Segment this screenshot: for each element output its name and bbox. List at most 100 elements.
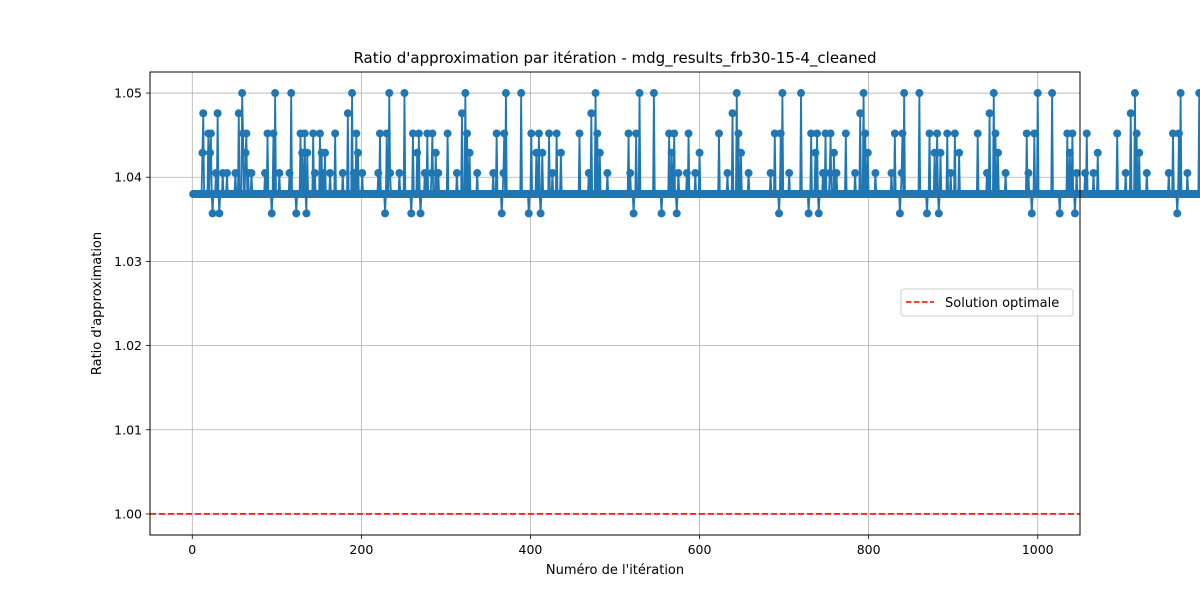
data-point-marker <box>374 169 383 178</box>
data-point-marker <box>629 209 638 218</box>
data-point-marker <box>352 129 361 138</box>
data-point-marker <box>463 129 472 138</box>
data-point-marker <box>591 89 600 98</box>
data-point-marker <box>667 148 676 157</box>
data-point-marker <box>1173 209 1182 218</box>
data-point-marker <box>973 129 982 138</box>
x-axis-label: Numéro de l'itération <box>546 563 684 578</box>
data-point-marker <box>930 148 939 157</box>
legend-label-solution-optimale: Solution optimale <box>945 296 1059 311</box>
data-point-marker <box>382 129 391 138</box>
data-point-marker <box>524 209 533 218</box>
data-point-marker <box>587 109 596 118</box>
data-point-marker <box>595 148 604 157</box>
data-point-marker <box>213 109 222 118</box>
data-point-marker <box>1027 209 1036 218</box>
y-tick-label: 1.01 <box>114 422 142 437</box>
data-point-marker <box>420 169 429 178</box>
data-point-marker <box>427 169 436 178</box>
data-point-marker <box>1195 89 1200 98</box>
data-point-marker <box>943 129 952 138</box>
data-point-marker <box>1121 169 1130 178</box>
data-point-marker <box>428 129 437 138</box>
data-point-marker <box>1176 89 1185 98</box>
data-point-marker <box>199 109 208 118</box>
data-point-marker <box>776 129 785 138</box>
plot-area-frame <box>149 71 1081 536</box>
data-point-marker <box>431 148 440 157</box>
data-point-marker <box>536 209 545 218</box>
data-point-marker <box>993 148 1002 157</box>
data-point-marker <box>238 89 247 98</box>
data-point-marker <box>556 148 565 157</box>
data-point-marker <box>797 89 805 98</box>
data-point-marker <box>818 169 827 178</box>
data-point-marker <box>925 129 934 138</box>
data-point-marker <box>825 169 834 178</box>
data-point-marker <box>575 129 584 138</box>
data-point-marker <box>695 148 704 157</box>
data-point-marker <box>303 148 312 157</box>
chart-title: Ratio d'approximation par itération - md… <box>353 49 876 68</box>
data-point-marker <box>900 89 909 98</box>
data-point-marker <box>269 129 278 138</box>
data-point-marker <box>670 129 679 138</box>
legend-box <box>900 288 1074 317</box>
data-point-marker <box>1048 89 1057 98</box>
data-point-marker <box>897 169 906 178</box>
data-point-marker <box>635 89 644 98</box>
data-point-marker <box>527 129 536 138</box>
data-point-marker <box>353 148 362 157</box>
data-point-marker <box>1068 129 1077 138</box>
data-point-marker <box>714 129 723 138</box>
data-point-marker <box>407 209 416 218</box>
data-point-marker <box>501 89 510 98</box>
data-point-marker <box>1030 129 1039 138</box>
data-point-marker <box>890 129 899 138</box>
data-point-marker <box>1135 148 1144 157</box>
data-point-marker <box>400 89 409 98</box>
data-point-marker <box>461 89 470 98</box>
data-point-marker <box>1089 169 1098 178</box>
data-point-marker <box>386 169 395 178</box>
data-point-marker <box>672 209 681 218</box>
data-point-marker <box>826 129 835 138</box>
data-point-marker <box>682 169 691 178</box>
data-point-marker <box>465 148 474 157</box>
data-point-marker <box>275 169 284 178</box>
x-tick-label: 800 <box>857 542 881 557</box>
data-point-marker <box>206 129 215 138</box>
data-point-marker <box>841 129 850 138</box>
data-point-marker <box>348 89 357 98</box>
data-point-marker <box>215 209 224 218</box>
data-point-marker <box>489 169 498 178</box>
y-axis-ticks: 1.00 1.01 1.02 1.03 1.04 1.05 <box>114 86 150 521</box>
data-point-marker <box>898 129 907 138</box>
data-point-marker <box>247 169 256 178</box>
data-point-marker <box>785 169 794 178</box>
y-axis-label: Ratio d'approximation <box>90 232 105 375</box>
data-point-marker <box>211 169 220 178</box>
data-point-marker <box>1055 209 1064 218</box>
data-point-marker <box>552 129 561 138</box>
y-tick-label: 1.04 <box>114 170 142 185</box>
data-point-marker <box>744 169 753 178</box>
data-point-marker <box>1174 129 1183 138</box>
data-point-marker <box>231 169 240 178</box>
data-point-marker <box>804 209 813 218</box>
data-point-marker <box>832 169 841 178</box>
data-point-marker <box>989 89 998 98</box>
data-point-marker <box>499 169 508 178</box>
x-tick-label: 0 <box>188 542 196 557</box>
data-point-marker <box>292 209 301 218</box>
data-point-marker <box>545 129 554 138</box>
data-point-marker <box>887 169 896 178</box>
data-point-marker <box>326 169 335 178</box>
data-point-marker <box>310 169 319 178</box>
x-tick-label: 400 <box>519 542 543 557</box>
data-point-marker <box>674 169 683 178</box>
data-point-marker <box>538 148 547 157</box>
x-axis-ticks: 0 200 400 600 800 1000 <box>188 535 1054 557</box>
data-point-marker <box>1024 169 1033 178</box>
